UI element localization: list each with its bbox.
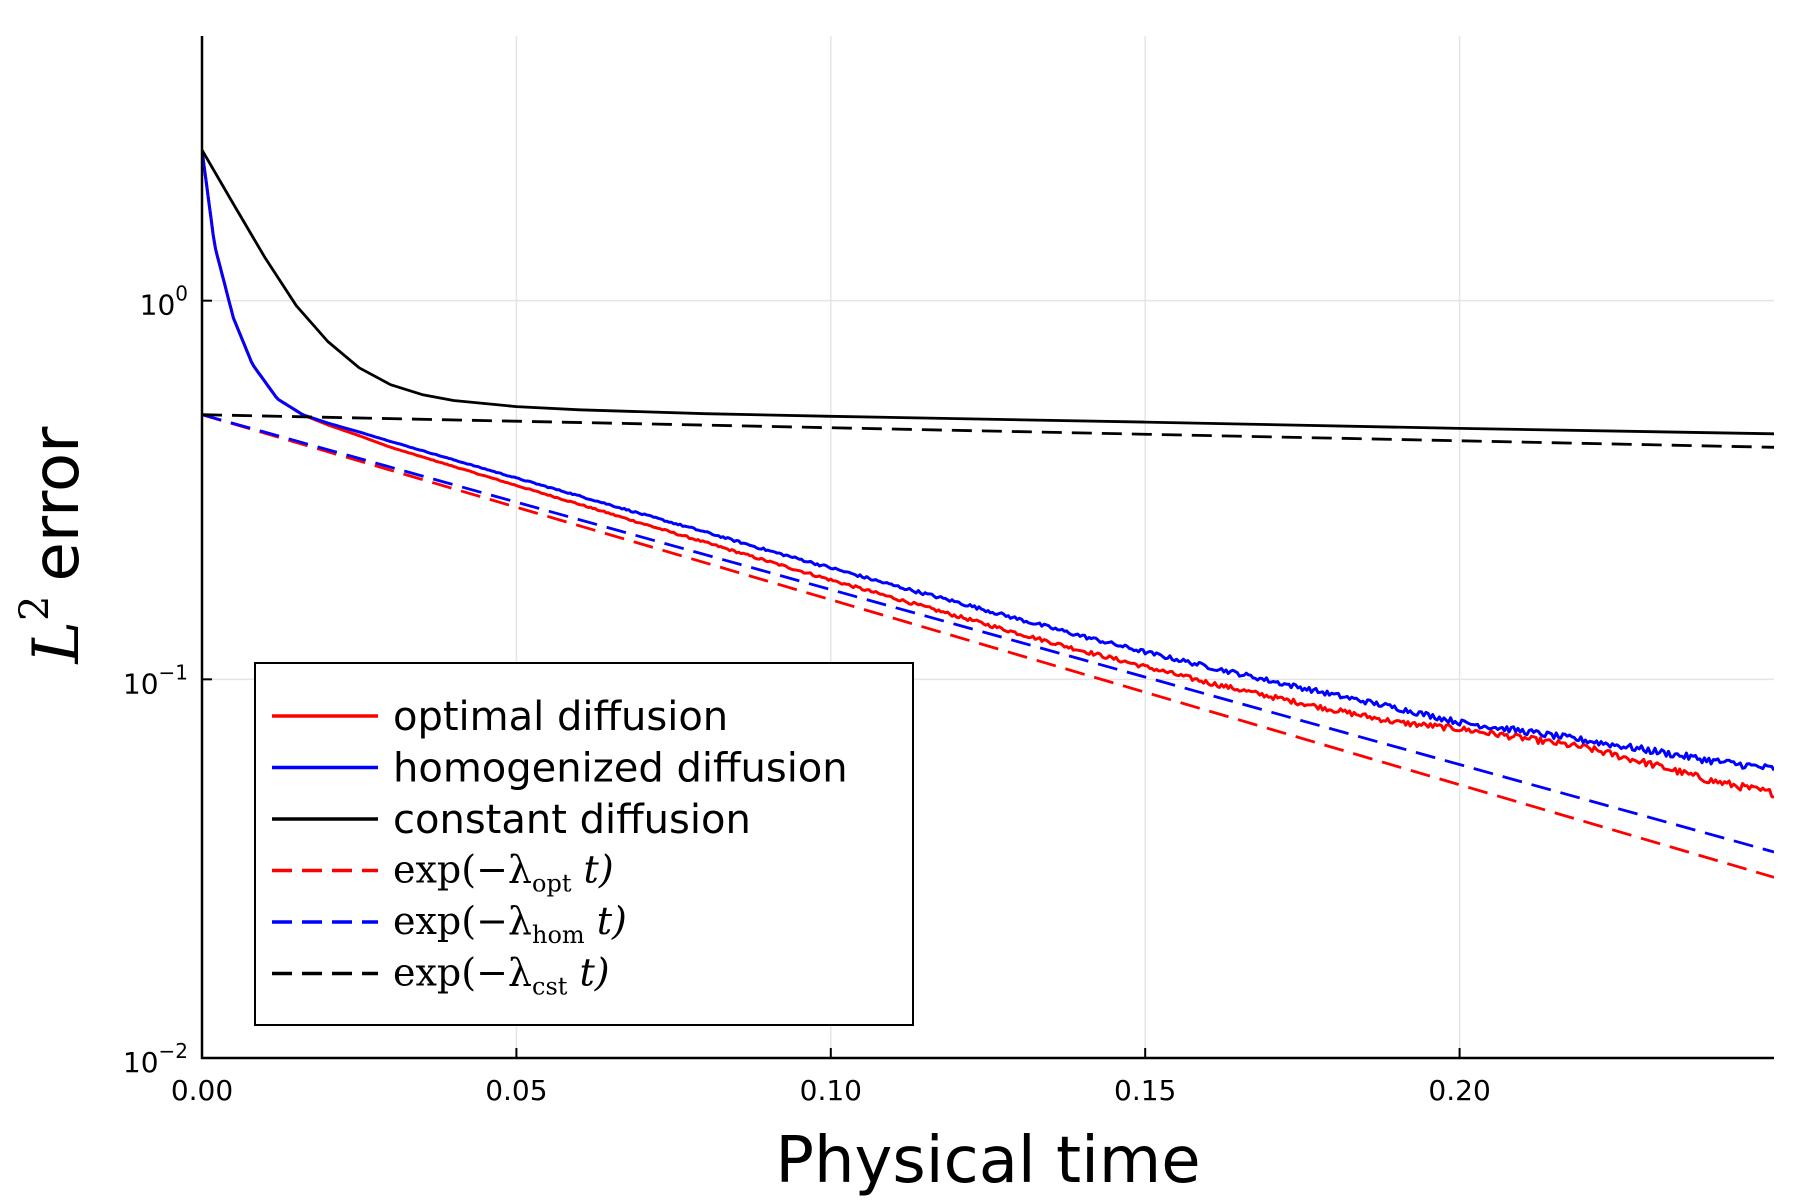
y-tick-exponent: 0 (175, 282, 188, 306)
legend-label-3: exp(−λopt t) (393, 848, 614, 898)
series-group (202, 149, 1774, 879)
x-tick-labels: 0.00 0.05 0.10 0.15 0.20 (171, 1074, 1491, 1107)
series-line-4 (202, 413, 1774, 854)
y-tick-base: 10 (123, 667, 159, 700)
legend-label-0: optimal diffusion (393, 694, 728, 740)
y-tick-base: 10 (140, 289, 176, 322)
series-line-0 (202, 149, 1774, 799)
legend: optimal diffusion homogenized diffusion co… (254, 662, 914, 1026)
y-tick-label: 10−1 (123, 660, 188, 700)
y-axis-title-superscript: 2 (12, 595, 58, 620)
x-tick-label: 0.20 (1428, 1074, 1490, 1107)
y-axis-title: L2 error (12, 426, 94, 665)
series-line-1 (202, 149, 1774, 772)
axes (200, 36, 1774, 1060)
series-line-2 (202, 149, 1774, 436)
legend-label-5: exp(−λcst t) (393, 951, 610, 1001)
y-tick-label: 10−2 (123, 1039, 188, 1079)
legend-label-4: exp(−λhom t) (393, 899, 627, 949)
y-tick-label: 100 (140, 282, 188, 322)
legend-label-1: homogenized diffusion (393, 746, 848, 792)
x-tick-label: 0.05 (485, 1074, 547, 1107)
x-tick-label: 0.15 (1114, 1074, 1176, 1107)
legend-box (254, 662, 914, 1026)
y-axis-title-text: error (20, 426, 94, 582)
y-tick-exponent: −2 (159, 1039, 188, 1063)
y-tick-base: 10 (123, 1046, 159, 1079)
x-tick-label: 0.10 (800, 1074, 862, 1107)
y-tick-exponent: −1 (159, 660, 188, 684)
legend-label-2: constant diffusion (393, 797, 751, 843)
series-line-5 (202, 413, 1774, 449)
y-axis-title-base: L (20, 621, 94, 665)
series-line-3 (202, 413, 1774, 879)
x-tick-label: 0.00 (171, 1074, 233, 1107)
x-axis-title: Physical time (775, 1124, 1200, 1198)
